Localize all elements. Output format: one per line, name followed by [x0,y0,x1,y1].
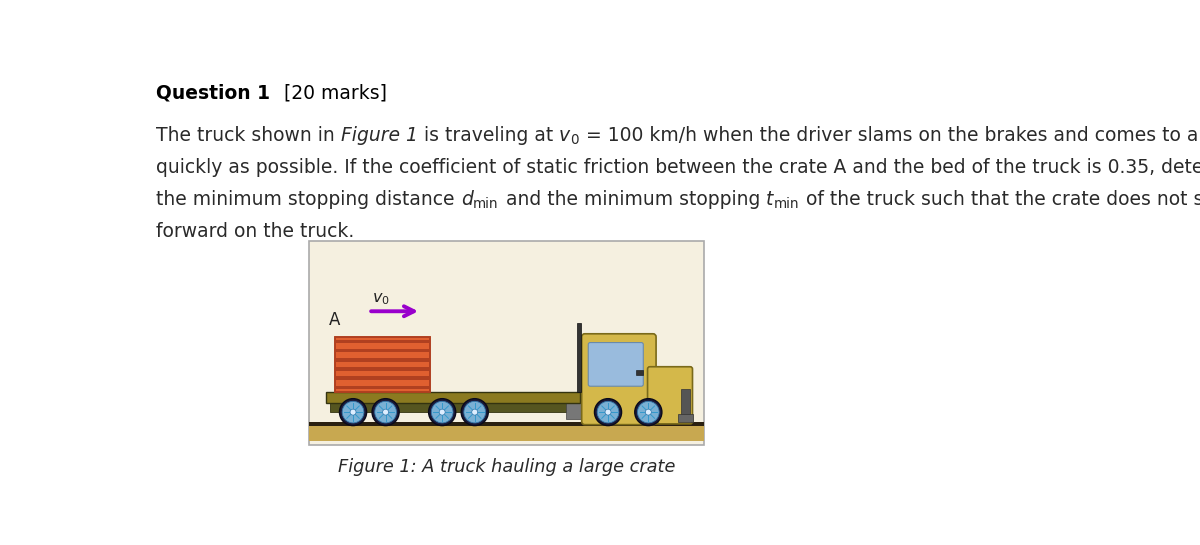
Text: Figure 1: A truck hauling a large crate: Figure 1: A truck hauling a large crate [338,458,676,476]
Circle shape [594,398,622,426]
Text: min: min [473,197,498,211]
Circle shape [431,401,454,423]
Text: $v_0$: $v_0$ [372,291,390,307]
Bar [308,424,704,441]
Text: [20 marks]: [20 marks] [284,83,388,102]
Text: forward on the truck.: forward on the truck. [156,222,354,241]
Text: is traveling at: is traveling at [418,126,559,146]
Text: d: d [461,190,473,209]
Text: min: min [773,197,799,211]
Text: = 100 km/h when the driver slams on the brakes and comes to a stop as: = 100 km/h when the driver slams on the … [581,126,1200,146]
Text: The truck shown in: The truck shown in [156,126,341,146]
Bar [335,367,430,371]
Bar [335,337,430,392]
Text: A: A [329,311,341,329]
Circle shape [342,401,364,423]
Text: the minimum stopping distance: the minimum stopping distance [156,190,461,209]
Circle shape [472,409,478,415]
FancyBboxPatch shape [588,343,643,386]
Bar [308,422,704,426]
Bar [326,392,580,403]
Bar [335,386,430,390]
Circle shape [374,401,396,423]
FancyBboxPatch shape [582,334,656,425]
Text: v: v [559,126,570,146]
Bar [680,389,690,417]
Bar [330,403,572,412]
Bar [335,358,430,362]
Text: of the truck such that the crate does not slide: of the truck such that the crate does no… [800,190,1200,209]
Circle shape [637,401,659,423]
Text: Figure 1: Figure 1 [341,126,418,146]
FancyBboxPatch shape [648,367,692,424]
Circle shape [340,398,367,426]
Bar [649,415,659,422]
Bar [335,349,430,353]
Bar [678,414,694,422]
Bar [335,340,430,343]
Bar [566,396,589,419]
Circle shape [598,401,619,423]
Circle shape [635,398,662,426]
Circle shape [350,409,356,415]
Circle shape [646,409,652,415]
Text: quickly as possible. If the coefficient of static friction between the crate A a: quickly as possible. If the coefficient … [156,158,1200,177]
Text: and the minimum stopping: and the minimum stopping [499,190,766,209]
Text: Question 1: Question 1 [156,83,270,102]
Bar [577,323,581,392]
Circle shape [439,409,445,415]
FancyBboxPatch shape [308,241,704,445]
Bar [636,370,643,375]
Text: t: t [766,190,773,209]
Bar [335,377,430,380]
Circle shape [461,398,488,426]
Circle shape [464,401,486,423]
Circle shape [383,409,389,415]
Circle shape [428,398,456,426]
Bar [335,337,430,392]
Circle shape [372,398,400,426]
Text: 0: 0 [570,133,578,147]
Circle shape [605,409,611,415]
